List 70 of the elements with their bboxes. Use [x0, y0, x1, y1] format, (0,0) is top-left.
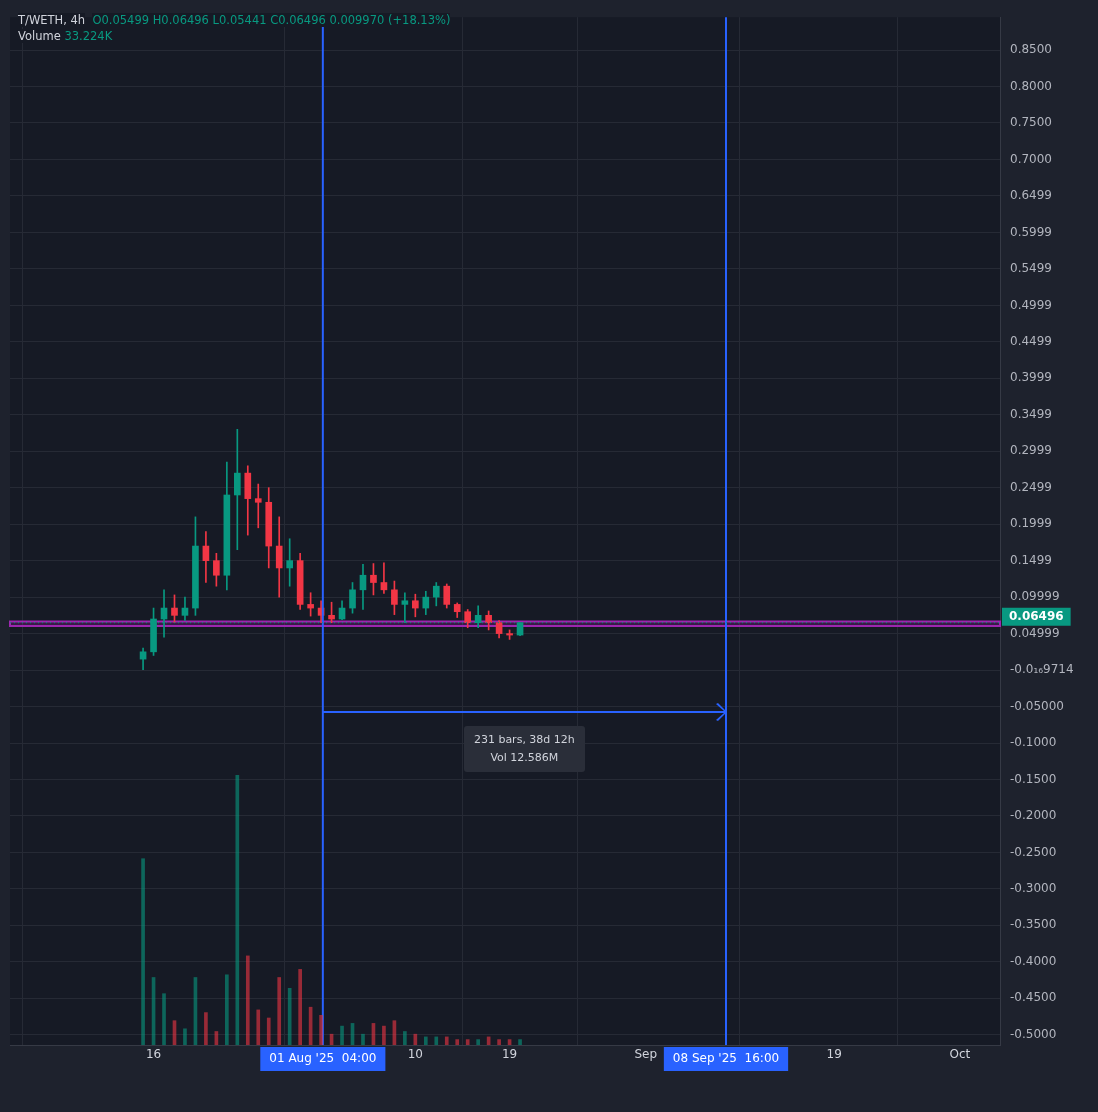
bar — [382, 1025, 386, 1045]
candlestick — [254, 483, 262, 529]
bar — [287, 987, 292, 1045]
y-tick-label: -0.2500 — [1010, 844, 1057, 859]
y-tick-label: -0.5000 — [1010, 1026, 1057, 1041]
y-tick-label: 0.4999 — [1010, 297, 1052, 312]
y-tick-label: -0.4500 — [1010, 990, 1057, 1005]
y-tick-label: 0.2999 — [1010, 443, 1052, 458]
bar — [162, 993, 166, 1045]
bar — [444, 1036, 449, 1045]
ref-line-label: 01 Aug '25 04:00 — [269, 1051, 377, 1066]
bar — [183, 1028, 187, 1045]
x-tick-label: 19 — [826, 1047, 842, 1062]
y-tick-label: -0.2000 — [1010, 808, 1057, 823]
bar — [423, 1036, 428, 1045]
y-tick-label: 0.3499 — [1010, 406, 1052, 421]
x-tick-label: 19 — [501, 1047, 518, 1062]
bar — [455, 1039, 460, 1045]
y-tick-label: 0.5999 — [1010, 224, 1052, 239]
candlestick — [233, 429, 241, 551]
y-tick-label: -0.0₁₆9714 — [1010, 662, 1074, 677]
bar — [319, 1014, 323, 1045]
y-tick-label: 0.7000 — [1010, 151, 1052, 166]
bar — [256, 1009, 261, 1045]
y-tick-label: 0.3999 — [1010, 370, 1052, 385]
bar — [518, 1039, 522, 1045]
y-tick-label: 0.8000 — [1010, 78, 1052, 93]
bar — [141, 858, 145, 1045]
bar — [361, 1033, 365, 1045]
x-tick-label: 16 — [145, 1047, 162, 1062]
bar — [298, 969, 302, 1045]
y-tick-label: 0.2499 — [1010, 479, 1052, 494]
bar — [266, 1017, 271, 1045]
annotation: Vol 12.586M — [489, 750, 560, 766]
bar — [476, 1039, 480, 1045]
x-tick-label: 10 — [407, 1047, 423, 1062]
annotation: Volume 33.224K — [18, 29, 113, 43]
bar — [245, 955, 250, 1045]
bar — [204, 1012, 208, 1045]
bar — [497, 1039, 501, 1045]
y-tick-label: 0.09999 — [1010, 589, 1060, 604]
y-tick-label: -0.1000 — [1010, 735, 1057, 750]
bar — [434, 1036, 439, 1045]
y-tick-label: -0.3500 — [1010, 917, 1057, 932]
chart-subtitle: O0.05499 H0.06496 L0.05441 C0.06496 0.009970 (+18.13%) — [92, 13, 451, 27]
bar — [277, 977, 282, 1045]
y-tick-label: -0.4000 — [1010, 953, 1057, 968]
bar — [403, 1031, 407, 1045]
y-tick-label: 0.4499 — [1010, 334, 1052, 348]
y-tick-label: -0.1500 — [1010, 771, 1057, 786]
y-tick-label: 0.04999 — [1010, 625, 1060, 640]
x-tick-label: Sep — [634, 1047, 658, 1062]
ref-line-label: 0.06496 — [1009, 608, 1064, 623]
bar — [465, 1039, 470, 1045]
bar — [225, 974, 229, 1045]
y-tick-label: -0.3000 — [1010, 881, 1057, 896]
x-tick-label: Oct — [949, 1047, 971, 1062]
annotation: 231 bars, 38d 12h — [473, 732, 575, 748]
y-tick-label: -0.05000 — [1010, 698, 1064, 713]
y-tick-label: 0.1999 — [1010, 516, 1052, 531]
ref-line-label: 08 Sep '25 16:00 — [672, 1051, 780, 1066]
y-tick-label: 0.1499 — [1010, 552, 1052, 567]
chart-title: T/WETH, 4h — [18, 13, 86, 27]
y-tick-label: 0.5499 — [1010, 261, 1052, 276]
y-tick-label: 0.8500 — [1010, 42, 1052, 57]
y-tick-label: 0.7500 — [1010, 115, 1052, 130]
y-tick-label: 0.6499 — [1010, 188, 1052, 203]
bar — [340, 1025, 344, 1045]
candlestick — [286, 538, 294, 587]
bar — [235, 775, 240, 1045]
